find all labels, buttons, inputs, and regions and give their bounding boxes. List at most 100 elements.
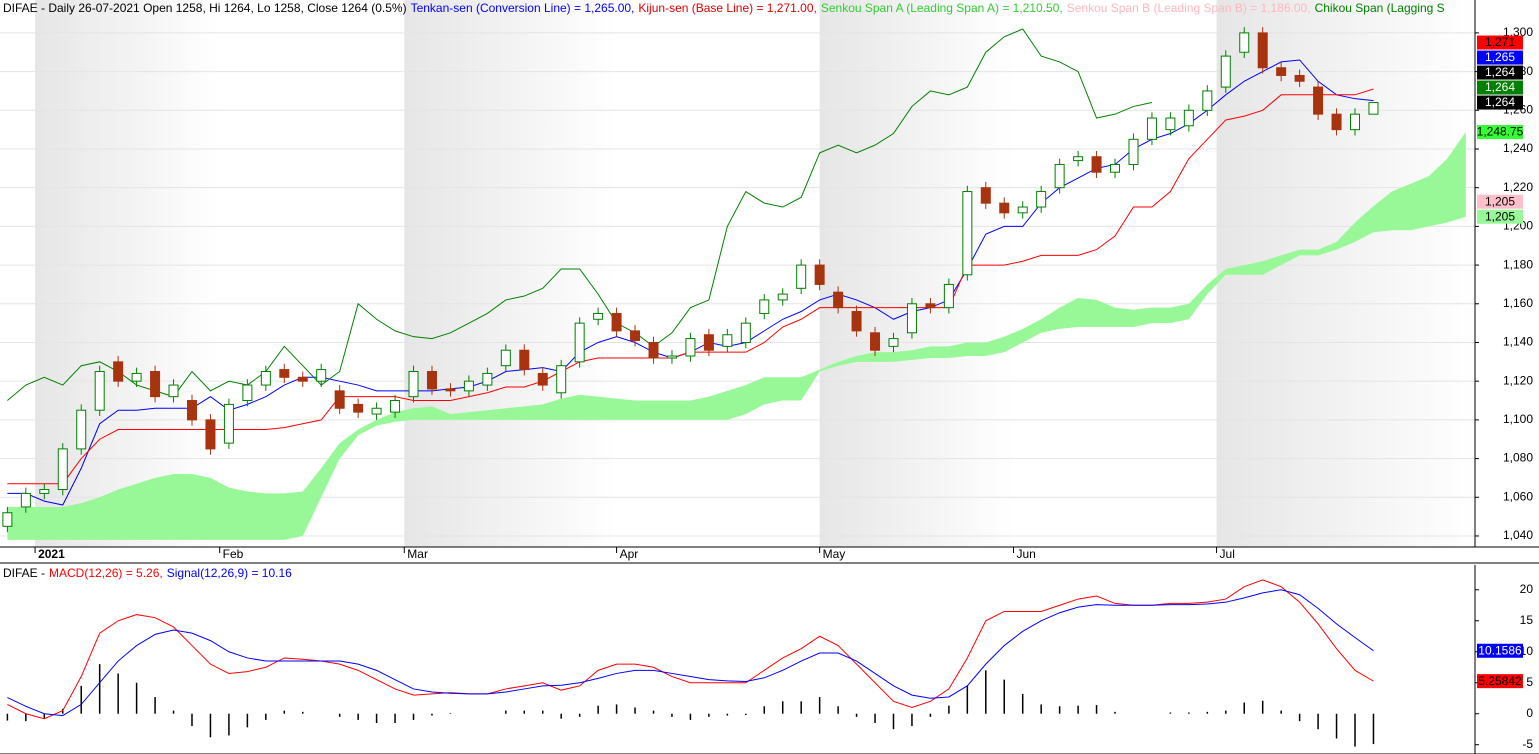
candle-body [353, 403, 364, 413]
price-tag [1477, 35, 1523, 50]
candle-body [57, 448, 68, 491]
candle-body [906, 303, 917, 334]
y-tick-label: 1,100 [1503, 412, 1533, 426]
series-line [7, 589, 1374, 717]
candle-body [1110, 163, 1121, 173]
header-segment: Kijun-sen (Base Line) = 1,271.00, [638, 1, 816, 15]
candle-body [851, 311, 862, 332]
price-tag-label: 10.1586 [1478, 643, 1522, 657]
header-segment: Signal(12,26,9) = 10.16 [167, 566, 292, 580]
candle-body [94, 371, 105, 411]
plot-area [6, 579, 1375, 747]
panel-header: DIFAE - Daily 26-07-2021 Open 1258, Hi 1… [3, 1, 1445, 15]
candle-body [1276, 67, 1287, 76]
candle-body [279, 369, 290, 378]
y-tick-label: 0 [1526, 706, 1533, 720]
x-tick-label: Jul [1220, 547, 1235, 561]
candle-body [999, 202, 1010, 214]
candle-body [223, 403, 234, 444]
header-segment: DIFAE - [3, 566, 45, 580]
candle-body [593, 312, 604, 320]
candle-body [630, 330, 641, 342]
candle-body [445, 388, 456, 392]
candle-body [500, 349, 511, 367]
y-tick-label: 1,060 [1503, 489, 1533, 503]
y-tick-label: 1,040 [1503, 528, 1533, 542]
y-tick-label: 10 [1520, 644, 1534, 658]
candle-body [574, 322, 585, 363]
candle-body [1036, 191, 1047, 208]
x-tick-label: Mar [407, 547, 428, 561]
candle-body [316, 369, 327, 382]
price-tag-label: 1,264 [1485, 95, 1515, 109]
candle-body [833, 291, 844, 309]
candle-body [888, 338, 899, 347]
header-segment: Tenkan-sen (Conversion Line) = 1,265.00, [411, 1, 635, 15]
candle-body [1091, 156, 1102, 173]
candle-body [390, 400, 401, 413]
x-tick-label: Feb [223, 547, 244, 561]
candle-body [777, 293, 788, 301]
series-line [7, 28, 1153, 401]
y-tick-label: 1,120 [1503, 373, 1533, 387]
y-tick-label: 1,180 [1503, 257, 1533, 271]
candle-body [1220, 55, 1231, 88]
candle-body [556, 365, 567, 394]
candle-body [260, 371, 271, 386]
candle-body [150, 371, 161, 398]
candle-body [648, 341, 659, 359]
candle-body [1368, 102, 1379, 115]
x-tick-label: Jun [1016, 547, 1035, 561]
header-segment: DIFAE - Daily 26-07-2021 Open 1258, Hi 1… [3, 1, 407, 15]
price-tag-label: 5.25842 [1478, 674, 1522, 688]
month-band [819, 0, 1014, 547]
candle-body [1165, 117, 1176, 131]
candle-body [759, 299, 770, 314]
price-tag [1477, 643, 1523, 658]
candle-body [943, 283, 954, 309]
candle-body [371, 407, 382, 415]
candle-body [205, 419, 216, 450]
candle-body [113, 361, 124, 382]
candle-body [870, 332, 881, 351]
candle-body [814, 264, 825, 285]
candle-body [1239, 32, 1250, 53]
candle-body [796, 264, 807, 289]
price-tag [1477, 125, 1523, 140]
x-tick-label: Apr [620, 547, 639, 561]
y-tick-label: -5 [1522, 737, 1533, 751]
y-tick-label: 1,160 [1503, 296, 1533, 310]
candle-body [1313, 86, 1324, 115]
candle-body [962, 191, 973, 276]
plot-area [0, 0, 1475, 547]
header-segment: Chikou Span (Lagging S [1315, 1, 1445, 15]
candle-body [131, 372, 142, 382]
candle-body [685, 338, 696, 357]
candle-body [1073, 156, 1084, 162]
price-tag-label: 1,248.75 [1477, 125, 1524, 139]
price-tag-label: 1,265 [1485, 50, 1515, 64]
price-tag [1477, 674, 1523, 689]
price-tag [1477, 80, 1523, 95]
y-tick-label: 15 [1520, 613, 1534, 627]
candle-body [1294, 74, 1305, 82]
x-tick-label: May [823, 547, 846, 561]
candle-body [482, 372, 493, 386]
candle-body [925, 303, 936, 309]
candle-body [666, 355, 677, 359]
candle-body [1146, 117, 1157, 140]
y-tick-label: 1,140 [1503, 335, 1533, 349]
candle-body [1350, 113, 1361, 131]
price-tag-label: 1,271 [1485, 35, 1515, 49]
y-tick-label: 5 [1526, 675, 1533, 689]
price-tag-label: 1,205 [1485, 194, 1515, 208]
price-tag [1477, 50, 1523, 65]
candle-body [537, 372, 548, 386]
candle-body [1257, 32, 1268, 69]
candle-body [1017, 206, 1028, 214]
y-tick-label: 1,080 [1503, 451, 1533, 465]
candle-body [463, 380, 474, 392]
candle-body [20, 492, 31, 508]
